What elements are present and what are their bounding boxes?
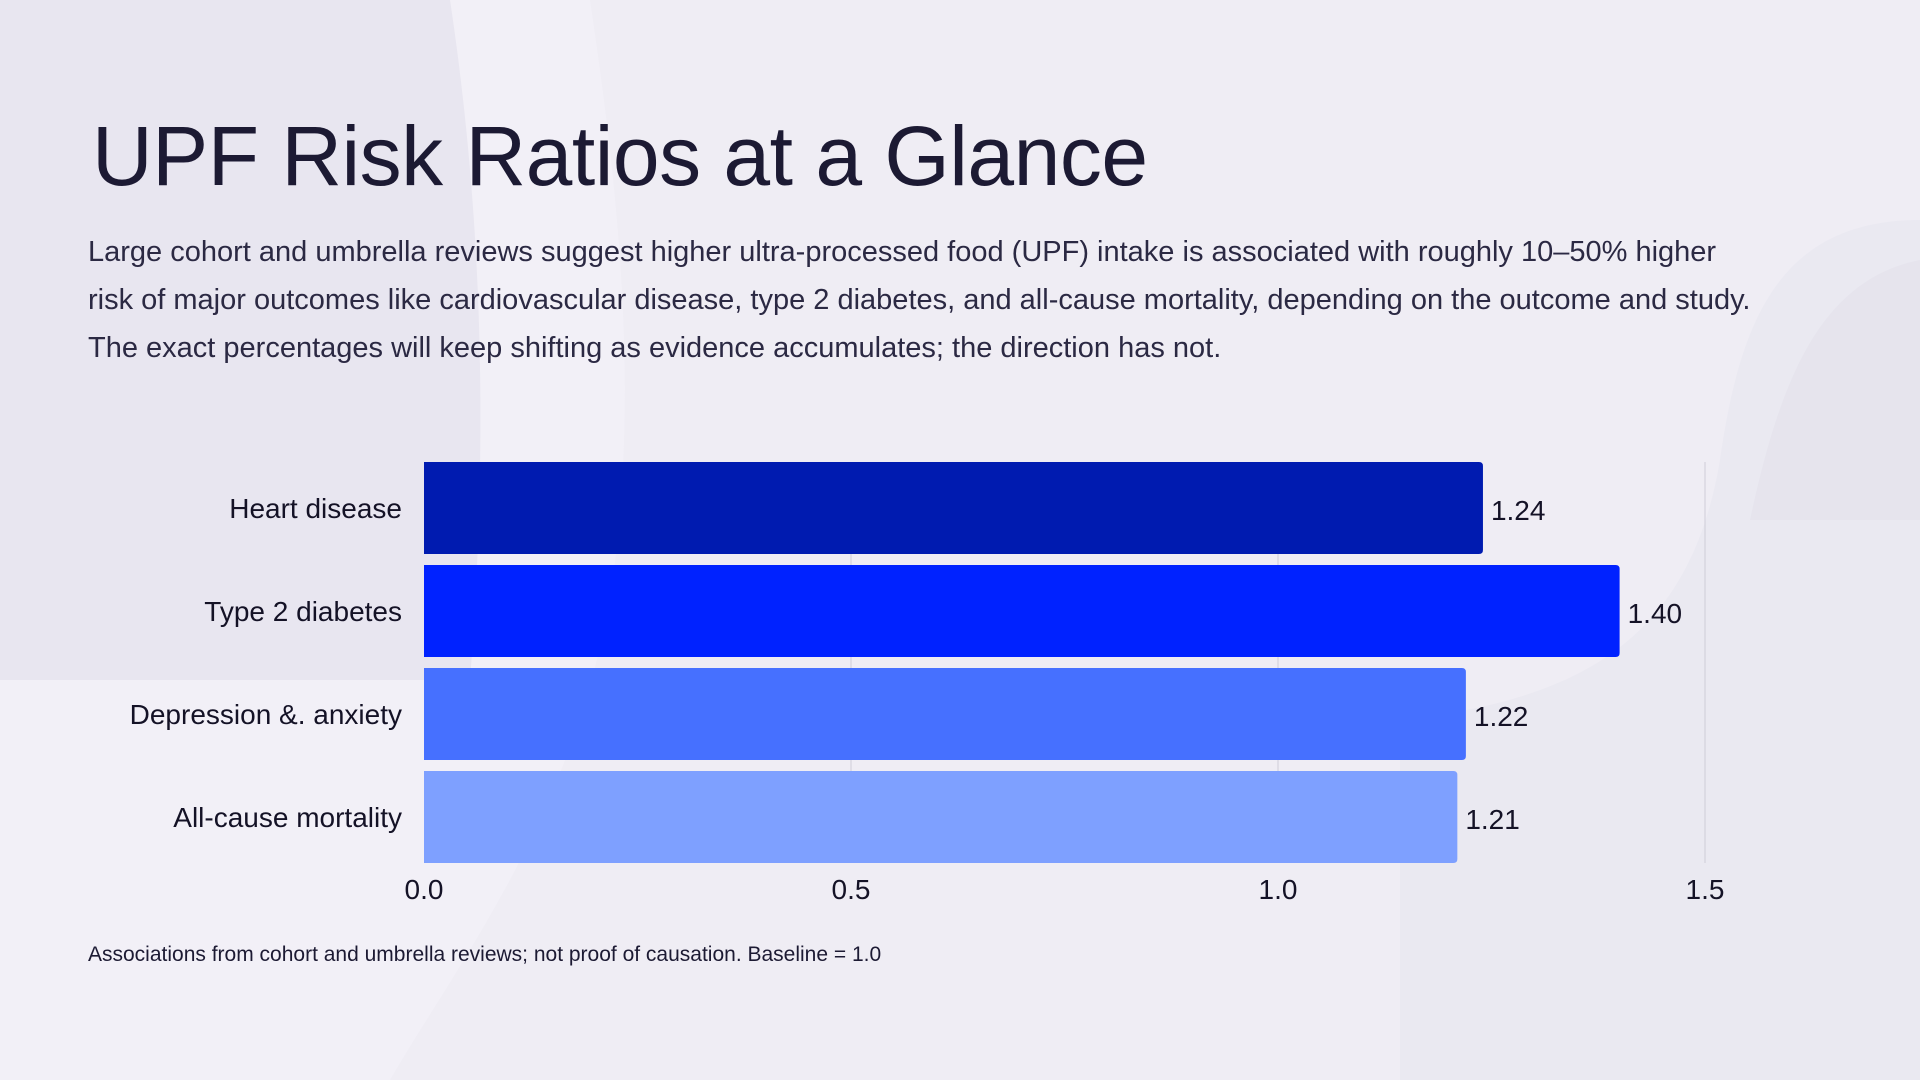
bar (424, 565, 1620, 657)
x-tick-label: 1.0 (1259, 874, 1298, 905)
category-label: Heart disease (229, 493, 402, 524)
bar (424, 668, 1466, 760)
x-tick-label: 1.5 (1686, 874, 1725, 905)
x-tick-label: 0.5 (832, 874, 871, 905)
page-title: UPF Risk Ratios at a Glance (92, 109, 1148, 203)
bar (424, 771, 1458, 863)
x-tick-label: 0.0 (405, 874, 444, 905)
data-label: 1.24 (1491, 495, 1546, 526)
category-label: Depression &. anxiety (130, 699, 402, 730)
data-label: 1.40 (1628, 598, 1683, 629)
page-subtitle: Large cohort and umbrella reviews sugges… (88, 236, 1751, 364)
category-label: All-cause mortality (173, 802, 402, 833)
footnote: Associations from cohort and umbrella re… (88, 943, 882, 966)
data-label: 1.21 (1465, 804, 1520, 835)
bar (424, 462, 1483, 554)
data-label: 1.22 (1474, 701, 1529, 732)
category-label: Type 2 diabetes (204, 596, 402, 627)
